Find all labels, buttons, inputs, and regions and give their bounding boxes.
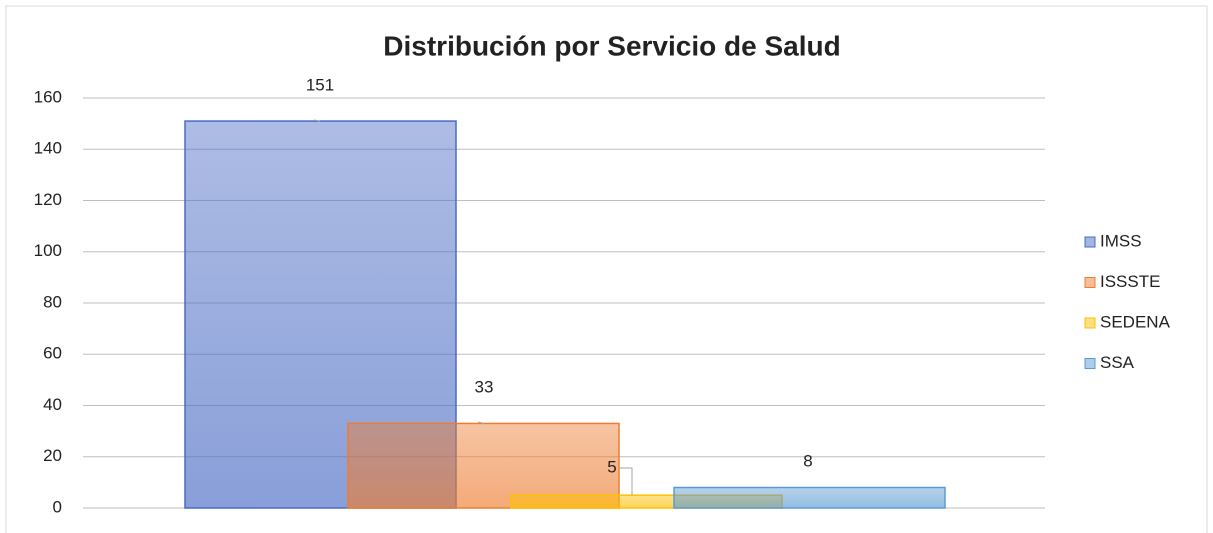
legend-swatch (1084, 317, 1096, 329)
y-tick-label: 0 (53, 497, 62, 516)
legend-label: IMSS (1100, 231, 1142, 250)
legend-swatch (1084, 358, 1096, 369)
leader-line (313, 119, 321, 122)
legend-swatch (1084, 277, 1096, 288)
y-tick-label: 60 (43, 344, 62, 363)
y-tick-label: 80 (43, 292, 62, 311)
y-tick-label: 160 (34, 87, 62, 106)
bar (347, 422, 620, 509)
data-label: 33 (475, 377, 494, 396)
leader-line (620, 467, 633, 496)
bar (673, 486, 946, 509)
y-tick-label: 140 (34, 139, 62, 158)
leader-line (477, 421, 485, 424)
data-label: 8 (803, 451, 812, 470)
legend-label: SEDENA (1100, 312, 1171, 331)
legend-label: SSA (1100, 353, 1135, 372)
y-tick-label: 40 (43, 395, 62, 414)
data-label: 151 (306, 75, 334, 94)
chart-title: Distribución por Servicio de Salud (383, 30, 840, 61)
legend-label: ISSSTE (1100, 272, 1160, 291)
y-tick-label: 20 (43, 446, 62, 465)
data-label: 5 (607, 457, 616, 476)
chart-frame (5, 5, 1208, 533)
y-tick-label: 120 (34, 190, 62, 209)
y-tick-label: 100 (34, 241, 62, 260)
legend-swatch (1084, 236, 1096, 248)
